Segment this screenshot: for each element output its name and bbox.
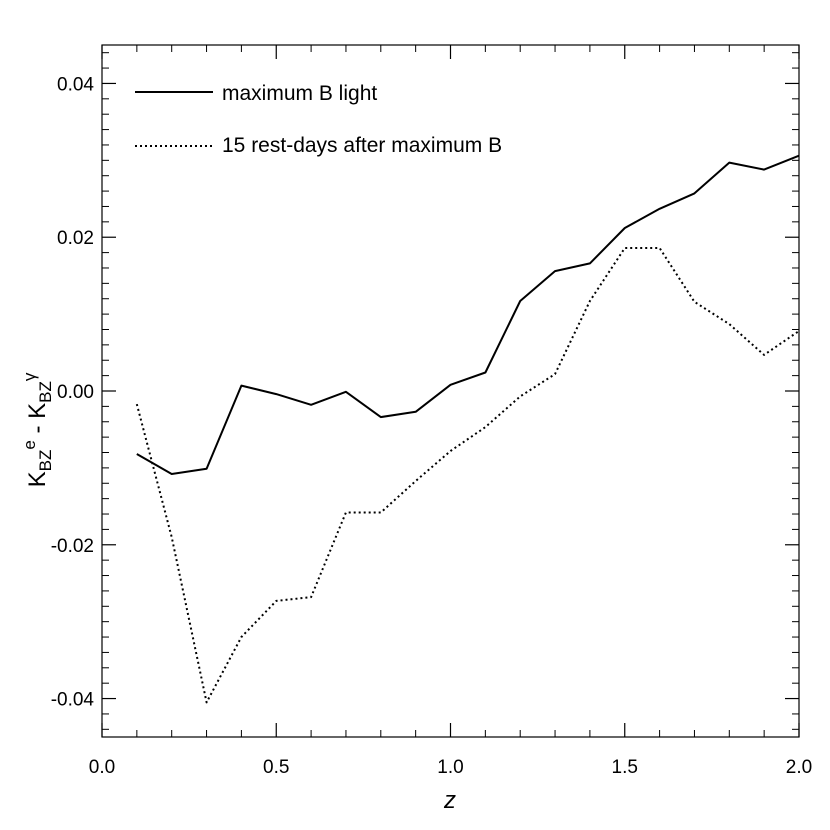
legend: maximum B light 15 rest-days after maxim…: [135, 82, 502, 157]
y-tick-label: -0.04: [51, 690, 95, 711]
legend-label-15-rest-days: 15 rest-days after maximum B: [222, 134, 502, 157]
y-tick-label: 0.00: [57, 382, 94, 403]
x-axis-title: z: [443, 787, 456, 814]
y-tick-label: -0.02: [51, 536, 94, 557]
x-tick-label: 2.0: [786, 757, 812, 778]
tick-labels: 0.0 0.5 1.0 1.5 2.0 -0.04 -0.02 0.00 0.02 0.04: [51, 74, 813, 778]
y-axis-title: KBZe - KBZγ: [20, 372, 55, 487]
plot-frame: [101, 44, 800, 738]
series-line-maximum-b-light: [136, 154, 800, 475]
y-axis-title-group: KBZe - KBZγ: [20, 372, 55, 487]
series-line-15-rest-days-after-maximum-b: [135, 247, 800, 704]
y-tick-label: 0.04: [57, 74, 94, 95]
plot-lines: [135, 154, 800, 704]
y-tick-label: 0.02: [57, 228, 94, 249]
x-tick-label: 0.0: [89, 757, 115, 778]
x-tick-label: 1.0: [437, 757, 463, 778]
x-tick-label: 1.5: [612, 757, 638, 778]
axis-ticks: [101, 45, 800, 737]
x-tick-label: 0.5: [263, 757, 289, 778]
legend-label-maximum-b-light: maximum B light: [222, 82, 377, 105]
